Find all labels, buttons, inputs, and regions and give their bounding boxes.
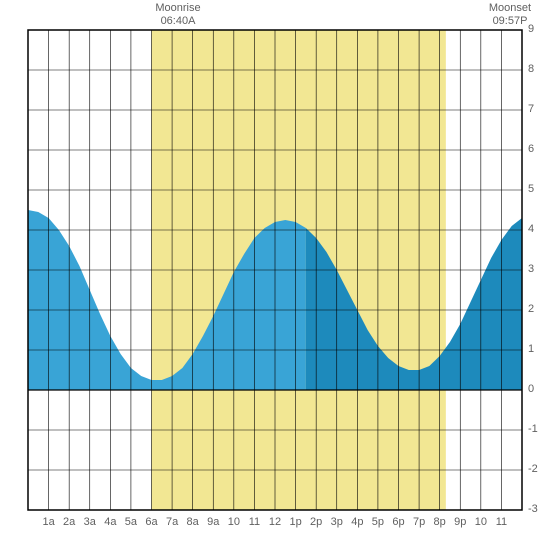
y-tick-label: 5: [528, 183, 534, 195]
y-tick-label: 8: [528, 63, 534, 75]
x-tick-label: 8a: [187, 516, 199, 528]
x-tick-label: 11: [249, 516, 260, 528]
x-tick-label: 4a: [104, 516, 116, 528]
chart-plot: [0, 0, 550, 550]
moonrise-label: Moonrise: [148, 2, 208, 15]
x-tick-label: 8p: [434, 516, 446, 528]
y-tick-label: 3: [528, 263, 534, 275]
y-tick-label: 2: [528, 303, 534, 315]
x-tick-label: 10: [228, 516, 240, 528]
x-tick-label: 9p: [454, 516, 466, 528]
x-tick-label: 1a: [42, 516, 54, 528]
moonrise-time: 06:40A: [148, 15, 208, 28]
x-tick-label: 6p: [392, 516, 404, 528]
x-tick-label: 7p: [413, 516, 425, 528]
x-tick-label: 1p: [289, 516, 301, 528]
y-tick-label: -3: [528, 503, 538, 515]
x-tick-label: 2a: [63, 516, 75, 528]
y-tick-label: 4: [528, 223, 534, 235]
x-tick-label: 9a: [207, 516, 219, 528]
y-tick-label: 6: [528, 143, 534, 155]
x-tick-label: 12: [269, 516, 281, 528]
y-tick-label: -2: [528, 463, 538, 475]
y-tick-label: 7: [528, 103, 534, 115]
x-tick-label: 3a: [84, 516, 96, 528]
x-tick-label: 7a: [166, 516, 178, 528]
x-tick-label: 5p: [372, 516, 384, 528]
x-tick-label: 3p: [331, 516, 343, 528]
tide-chart: Moonrise 06:40A Moonset 09:57P -3-2-1012…: [0, 0, 550, 550]
y-tick-label: 9: [528, 23, 534, 35]
y-tick-label: -1: [528, 423, 538, 435]
y-tick-label: 1: [528, 343, 534, 355]
x-tick-label: 2p: [310, 516, 322, 528]
y-tick-label: 0: [528, 383, 534, 395]
x-tick-label: 10: [475, 516, 487, 528]
x-tick-label: 4p: [351, 516, 363, 528]
x-tick-label: 11: [496, 516, 507, 528]
x-tick-label: 6a: [145, 516, 157, 528]
x-tick-label: 5a: [125, 516, 137, 528]
moonset-label: Moonset: [480, 2, 540, 15]
moonrise-block: Moonrise 06:40A: [148, 2, 208, 28]
